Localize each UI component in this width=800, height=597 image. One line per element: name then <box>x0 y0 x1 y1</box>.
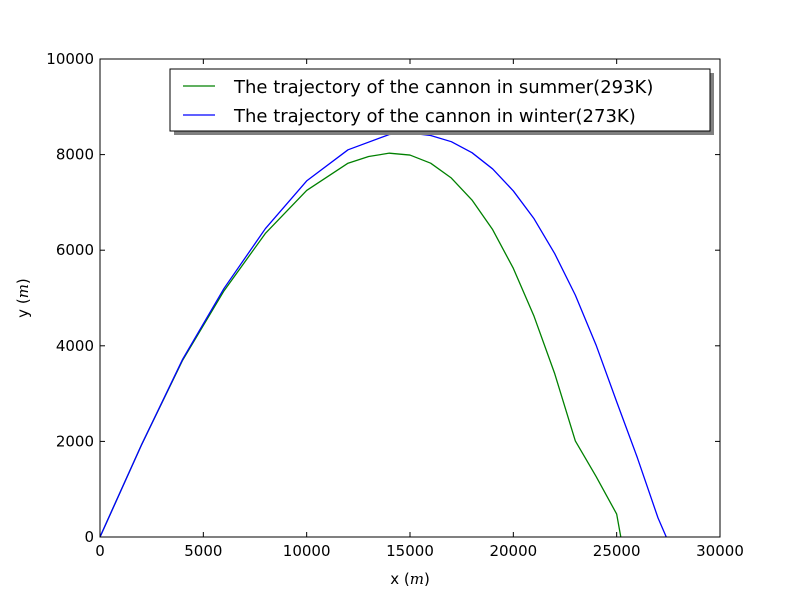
axis-ticks: 0 5000 10000 15000 20000 25000 30000 0 2000 4000 6… <box>46 50 744 560</box>
y-tick-label: 8000 <box>56 146 94 164</box>
y-axis-label: y (m) <box>14 278 32 318</box>
x-tick-label: 20000 <box>489 542 537 560</box>
x-tick-label: 10000 <box>283 542 331 560</box>
y-tick-label: 2000 <box>56 432 94 450</box>
x-tick-label: 15000 <box>386 542 434 560</box>
y-tick-label: 0 <box>84 528 94 546</box>
x-tick-label: 5000 <box>184 542 222 560</box>
series-line-summer <box>99 152 622 538</box>
x-tick-label: 25000 <box>593 542 641 560</box>
legend: The trajectory of the cannon in summer(2… <box>169 68 714 135</box>
plot-lines <box>99 132 667 538</box>
plot-frame <box>99 58 721 538</box>
y-tick-label: 6000 <box>56 241 94 259</box>
legend-label-winter: The trajectory of the cannon in winter(2… <box>233 106 636 127</box>
legend-box <box>169 68 711 132</box>
y-tick-label: 10000 <box>46 50 94 68</box>
x-tick-label: 30000 <box>696 542 744 560</box>
x-tick-label: 0 <box>95 542 105 560</box>
x-axis-label: x (m) <box>390 570 430 588</box>
legend-label-summer: The trajectory of the cannon in summer(2… <box>233 77 653 98</box>
series-line-winter <box>99 132 667 538</box>
y-tick-label: 4000 <box>56 337 94 355</box>
